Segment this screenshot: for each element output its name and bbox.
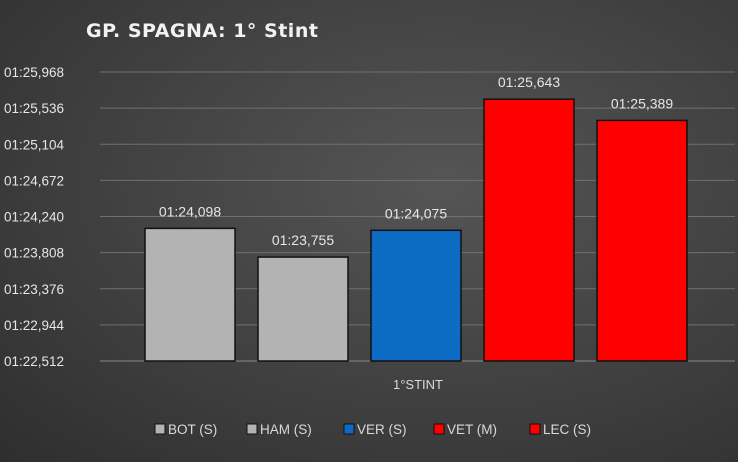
y-tick-label: 01:23,808: [4, 246, 64, 261]
bar-lec: [596, 119, 688, 362]
legend-label: LEC (S): [543, 422, 591, 437]
bar-ver: [370, 229, 462, 362]
data-label: 01:25,643: [498, 74, 560, 90]
y-tick-label: 01:24,240: [4, 210, 64, 225]
data-label: 01:25,389: [611, 95, 673, 111]
y-tick-label: 01:25,968: [4, 65, 64, 80]
legend-label: HAM (S): [260, 422, 312, 437]
chart-title: GP. SPAGNA: 1° Stint: [86, 20, 319, 42]
y-tick-label: 01:25,536: [4, 101, 64, 116]
y-tick-label: 01:22,944: [4, 318, 65, 333]
bar-bot: [144, 227, 236, 362]
y-tick-label: 01:25,104: [4, 137, 65, 152]
y-tick-label: 01:24,672: [4, 173, 64, 188]
data-label: 01:23,755: [272, 232, 334, 248]
bar-ham: [257, 256, 349, 362]
data-label: 01:24,098: [159, 203, 221, 219]
legend-swatch: [154, 423, 166, 435]
x-category-label: 1°STINT: [393, 377, 443, 392]
legend-swatch: [246, 423, 258, 435]
legend-label: VER (S): [357, 422, 407, 437]
data-label: 01:24,075: [385, 205, 447, 221]
y-tick-label: 01:22,512: [4, 354, 64, 369]
bar-vet: [483, 98, 575, 362]
legend-swatch: [433, 423, 445, 435]
legend-swatch: [529, 423, 541, 435]
legend-label: BOT (S): [168, 422, 217, 437]
legend-swatch: [343, 423, 355, 435]
legend-label: VET (M): [447, 422, 497, 437]
y-tick-label: 01:23,376: [4, 282, 64, 297]
